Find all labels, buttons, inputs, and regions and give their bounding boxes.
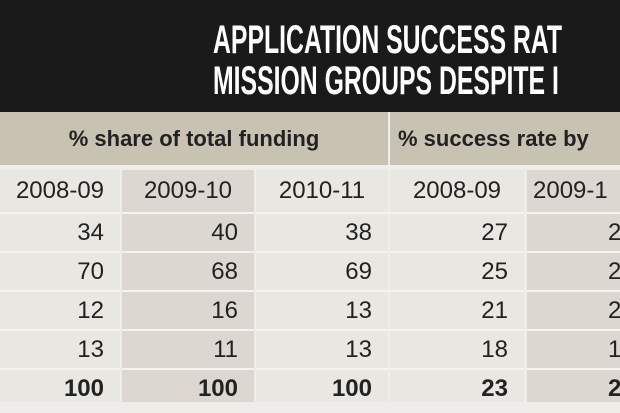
table-cell: 70 [0,253,120,292]
title-banner: APPLICATION SUCCESS RAT MISSION GROUPS D… [0,0,620,112]
column-success-2008-09: 2008-09 27 25 21 18 23 [390,170,524,402]
table-cell: 13 [0,331,120,370]
table-cell: 69 [256,253,388,292]
title-line-2: MISSION GROUPS DESPITE I [213,59,559,103]
column-header: 2008-09 [390,170,524,214]
table-cell: 12 [0,292,120,331]
table-cell: 38 [256,214,388,253]
table-cell: 18 [390,331,524,370]
table-cell: 11 [122,331,254,370]
table-cell: 2 [527,292,620,331]
total-cell: 100 [256,370,388,402]
table-cell: 13 [256,292,388,331]
column-funding-2010-11: 2010-11 38 69 13 13 100 [256,170,388,402]
column-funding-2009-10: 2009-10 40 68 16 11 100 [122,170,254,402]
table-cell: 40 [122,214,254,253]
column-funding-2008-09: 2008-09 34 70 12 13 100 [0,170,120,402]
table-cell: 16 [122,292,254,331]
table-cell: 1 [527,331,620,370]
column-header: 2010-11 [256,170,388,214]
group-header-funding: % share of total funding [0,112,388,165]
table-cell: 25 [390,253,524,292]
total-cell: 100 [122,370,254,402]
total-cell: 23 [390,370,524,402]
total-cell: 2 [527,370,620,402]
table-cell: 34 [0,214,120,253]
table-cell: 2 [527,214,620,253]
column-header: 2009-10 [122,170,254,214]
table-cell: 27 [390,214,524,253]
column-header: 2008-09 [0,170,120,214]
table-cell: 13 [256,331,388,370]
table-cell: 68 [122,253,254,292]
total-cell: 100 [0,370,120,402]
group-header-success: % success rate by [390,112,620,165]
column-header: 2009-1 [527,170,620,214]
table-cell: 21 [390,292,524,331]
title-line-1: APPLICATION SUCCESS RAT [213,18,563,62]
table-cell: 2 [527,253,620,292]
column-success-2009-10: 2009-1 2 2 2 1 2 [527,170,620,402]
